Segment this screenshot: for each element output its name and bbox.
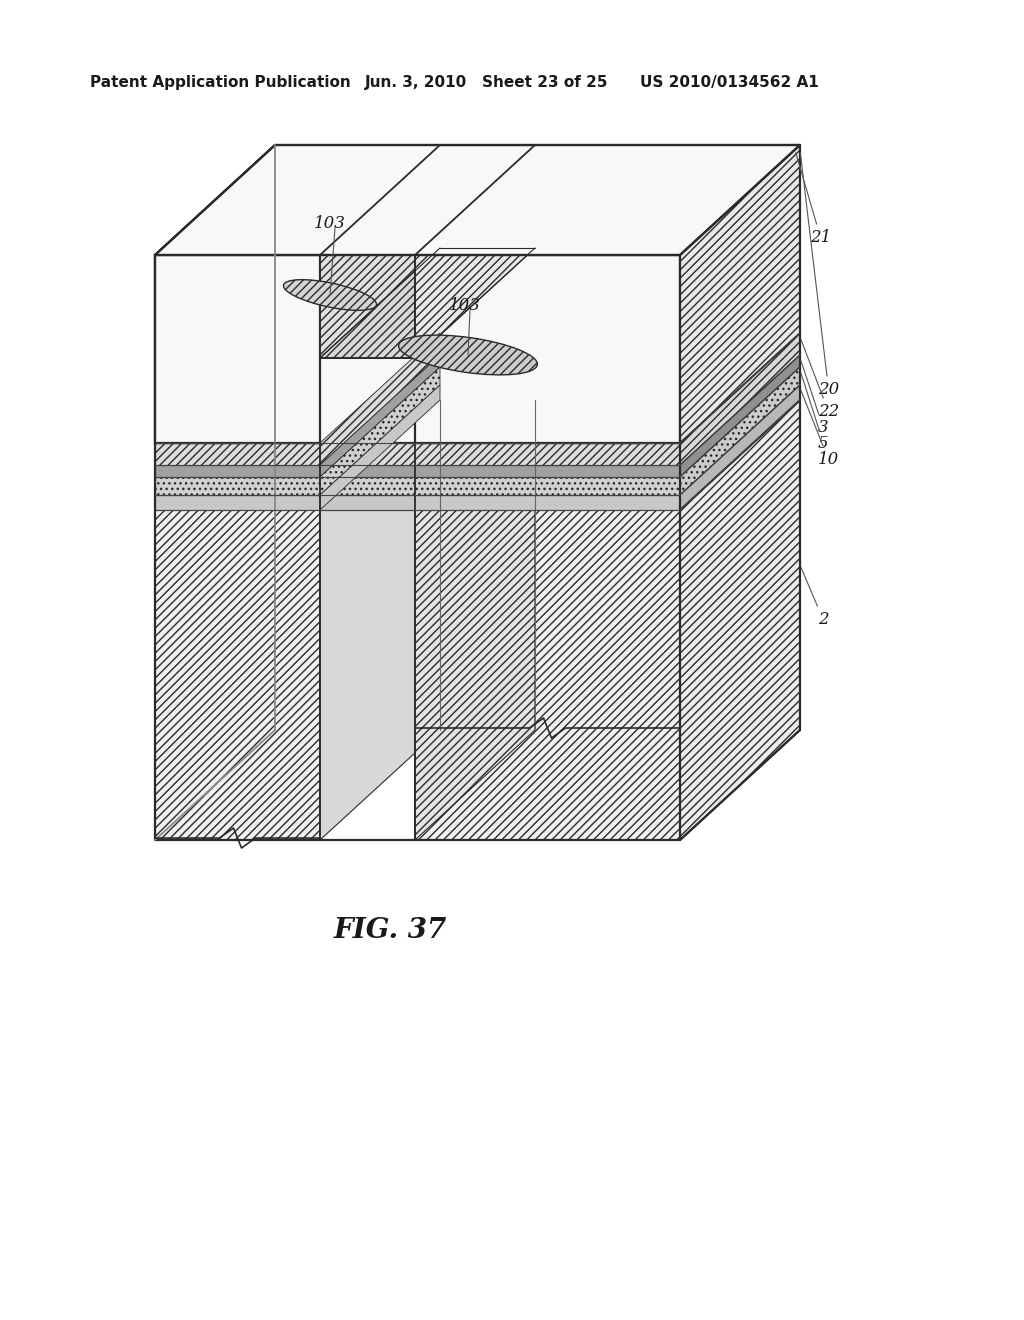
Text: 5: 5 [801, 372, 828, 451]
Text: US 2010/0134562 A1: US 2010/0134562 A1 [640, 74, 819, 90]
Text: 10: 10 [801, 391, 840, 469]
Polygon shape [319, 145, 440, 358]
Text: FIG. 37: FIG. 37 [334, 916, 446, 944]
Text: 22: 22 [801, 339, 840, 421]
Polygon shape [680, 355, 800, 477]
Polygon shape [415, 145, 535, 358]
Polygon shape [680, 333, 800, 465]
Polygon shape [155, 510, 319, 840]
Polygon shape [155, 145, 275, 840]
Polygon shape [155, 465, 680, 477]
Polygon shape [415, 400, 535, 840]
Polygon shape [155, 255, 680, 444]
Polygon shape [319, 367, 440, 495]
Polygon shape [155, 145, 800, 255]
Polygon shape [319, 355, 440, 477]
Polygon shape [680, 145, 800, 444]
Polygon shape [680, 385, 800, 510]
Polygon shape [680, 333, 800, 510]
Text: 103: 103 [314, 215, 346, 232]
Polygon shape [680, 145, 800, 444]
Ellipse shape [398, 335, 538, 375]
Polygon shape [415, 510, 680, 840]
Polygon shape [155, 255, 319, 444]
Polygon shape [319, 385, 440, 510]
Polygon shape [680, 367, 800, 495]
Text: 20: 20 [801, 153, 840, 399]
Text: 21: 21 [796, 153, 831, 247]
Polygon shape [319, 333, 440, 465]
Polygon shape [415, 255, 680, 444]
Text: 103: 103 [450, 297, 481, 314]
Text: Jun. 3, 2010   Sheet 23 of 25: Jun. 3, 2010 Sheet 23 of 25 [365, 74, 608, 90]
Polygon shape [155, 444, 680, 465]
Polygon shape [319, 400, 440, 840]
Text: Patent Application Publication: Patent Application Publication [90, 74, 351, 90]
Text: 2: 2 [801, 568, 828, 628]
Text: 3: 3 [801, 360, 828, 437]
Polygon shape [155, 495, 680, 510]
Ellipse shape [284, 280, 377, 310]
Polygon shape [155, 477, 680, 495]
Polygon shape [680, 400, 800, 840]
Polygon shape [319, 248, 535, 358]
Polygon shape [155, 145, 800, 255]
